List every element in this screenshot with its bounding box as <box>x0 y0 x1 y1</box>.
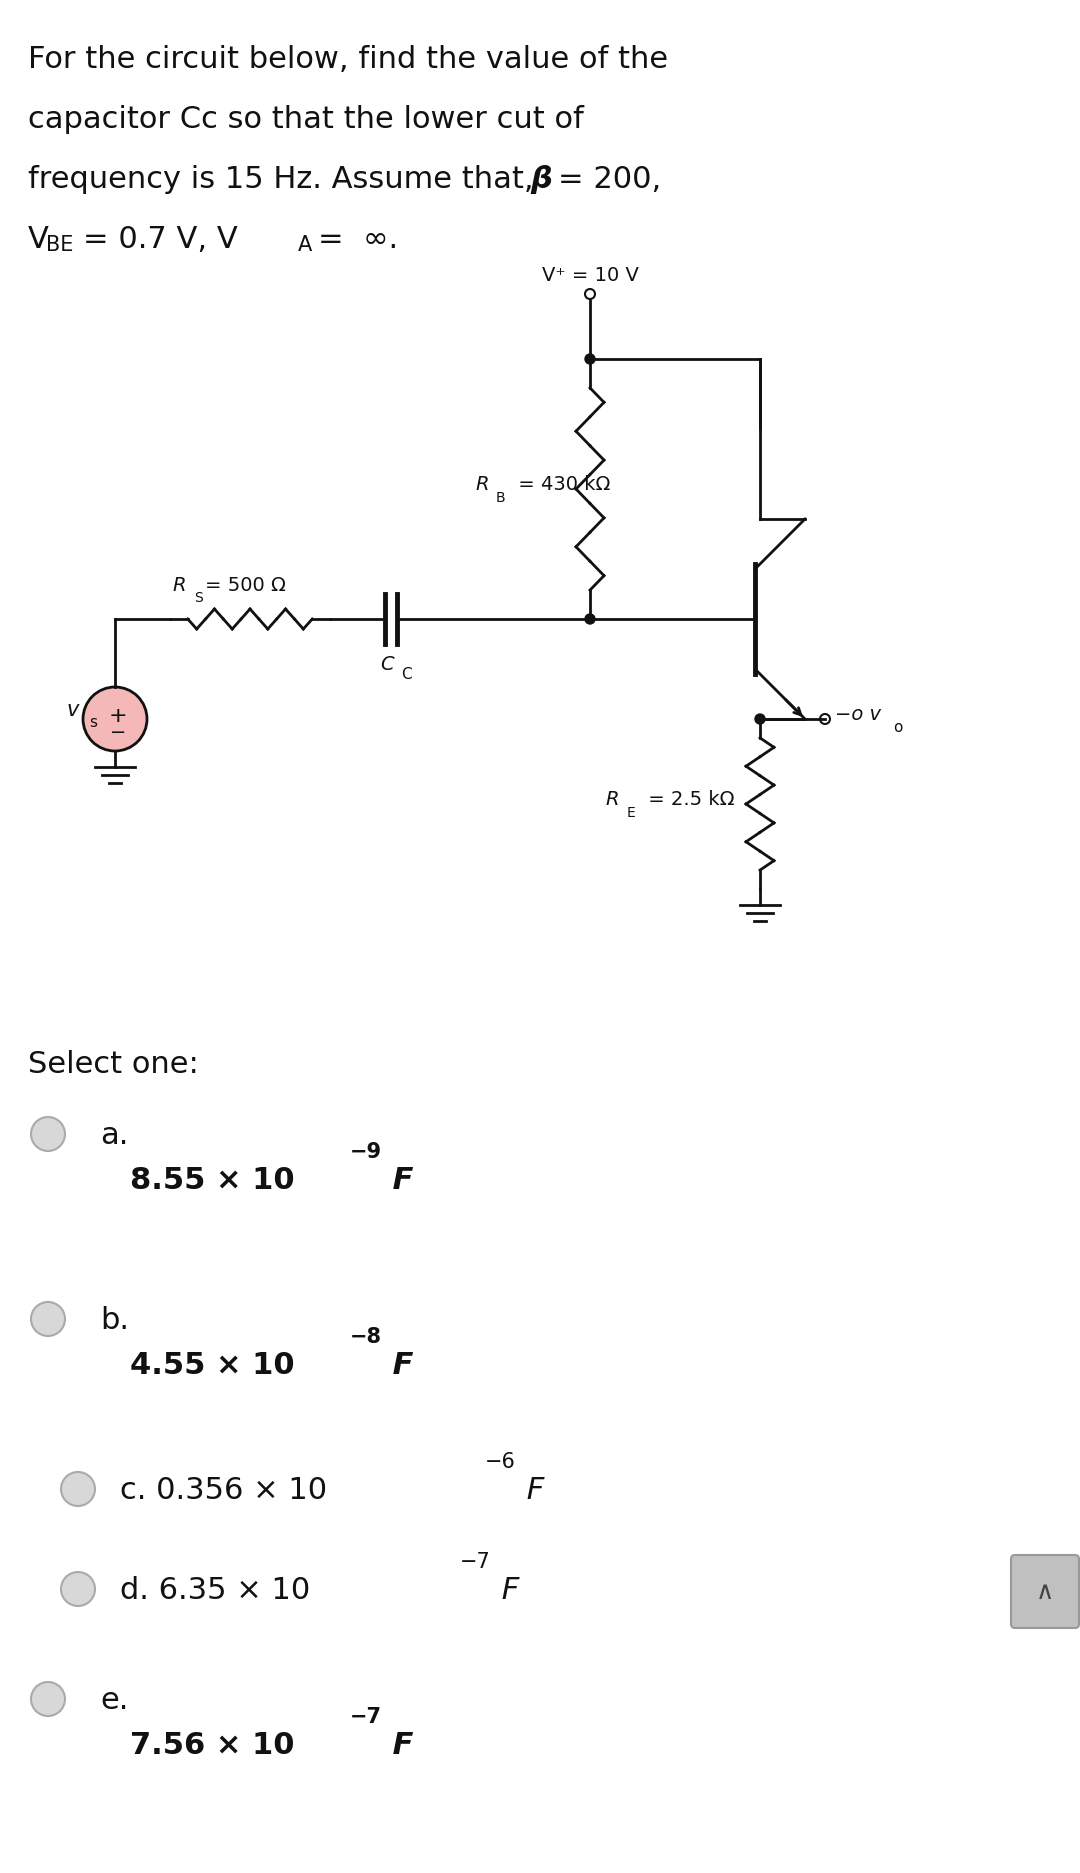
Text: capacitor Cc so that the lower cut of: capacitor Cc so that the lower cut of <box>28 105 584 135</box>
Text: A: A <box>298 234 312 255</box>
Text: 7.56 × 10: 7.56 × 10 <box>130 1731 295 1759</box>
Circle shape <box>755 715 765 725</box>
Text: V: V <box>28 225 49 255</box>
Text: o: o <box>893 719 903 734</box>
Circle shape <box>31 1682 65 1716</box>
Text: F: F <box>382 1350 414 1379</box>
Text: = 430 kΩ: = 430 kΩ <box>512 476 610 494</box>
Text: E: E <box>627 805 636 820</box>
Text: −: − <box>110 723 126 742</box>
Text: d. 6.35 × 10: d. 6.35 × 10 <box>120 1575 310 1603</box>
Text: e.: e. <box>100 1686 129 1714</box>
Text: F: F <box>492 1575 519 1603</box>
Circle shape <box>585 614 595 626</box>
Text: 8.55 × 10: 8.55 × 10 <box>130 1165 295 1195</box>
Text: s: s <box>89 715 97 730</box>
Text: Select one:: Select one: <box>28 1049 199 1079</box>
Text: = 0.7 V, V: = 0.7 V, V <box>83 225 238 255</box>
Text: b.: b. <box>100 1305 129 1334</box>
Text: −6: −6 <box>485 1452 516 1470</box>
Circle shape <box>585 354 595 365</box>
Circle shape <box>31 1302 65 1335</box>
Text: R: R <box>172 575 186 596</box>
Text: F: F <box>382 1731 414 1759</box>
Text: 4.55 × 10: 4.55 × 10 <box>130 1350 295 1379</box>
Text: S: S <box>194 590 203 605</box>
Text: a.: a. <box>100 1120 129 1150</box>
Text: = 200,: = 200, <box>558 165 661 195</box>
FancyBboxPatch shape <box>1011 1555 1079 1628</box>
Text: −7: −7 <box>350 1706 382 1727</box>
Text: V⁺ = 10 V: V⁺ = 10 V <box>541 266 638 285</box>
Text: ∧: ∧ <box>1036 1579 1054 1603</box>
Text: = 500 Ω: = 500 Ω <box>205 575 286 596</box>
Text: BE: BE <box>46 234 73 255</box>
Text: R: R <box>475 476 488 494</box>
Circle shape <box>60 1571 95 1607</box>
Text: frequency is 15 Hz. Assume that,: frequency is 15 Hz. Assume that, <box>28 165 543 195</box>
Text: =  ∞.: = ∞. <box>318 225 399 255</box>
Text: F: F <box>382 1165 414 1195</box>
Text: −7: −7 <box>460 1551 490 1571</box>
Text: For the circuit below, find the value of the: For the circuit below, find the value of… <box>28 45 669 73</box>
Text: = 2.5 kΩ: = 2.5 kΩ <box>642 790 734 809</box>
Text: R: R <box>605 790 619 809</box>
Text: c. 0.356 × 10: c. 0.356 × 10 <box>120 1476 327 1504</box>
Text: v: v <box>67 701 79 719</box>
Text: −o v: −o v <box>835 704 881 725</box>
Text: −9: −9 <box>350 1141 382 1161</box>
Text: F: F <box>517 1476 544 1504</box>
Circle shape <box>31 1118 65 1152</box>
Circle shape <box>83 687 147 751</box>
Text: B: B <box>496 491 505 504</box>
Text: −8: −8 <box>350 1326 382 1347</box>
Text: C: C <box>401 667 411 682</box>
Text: β: β <box>530 165 552 195</box>
Text: C: C <box>380 656 393 674</box>
Text: +: + <box>109 706 127 725</box>
Circle shape <box>60 1472 95 1506</box>
